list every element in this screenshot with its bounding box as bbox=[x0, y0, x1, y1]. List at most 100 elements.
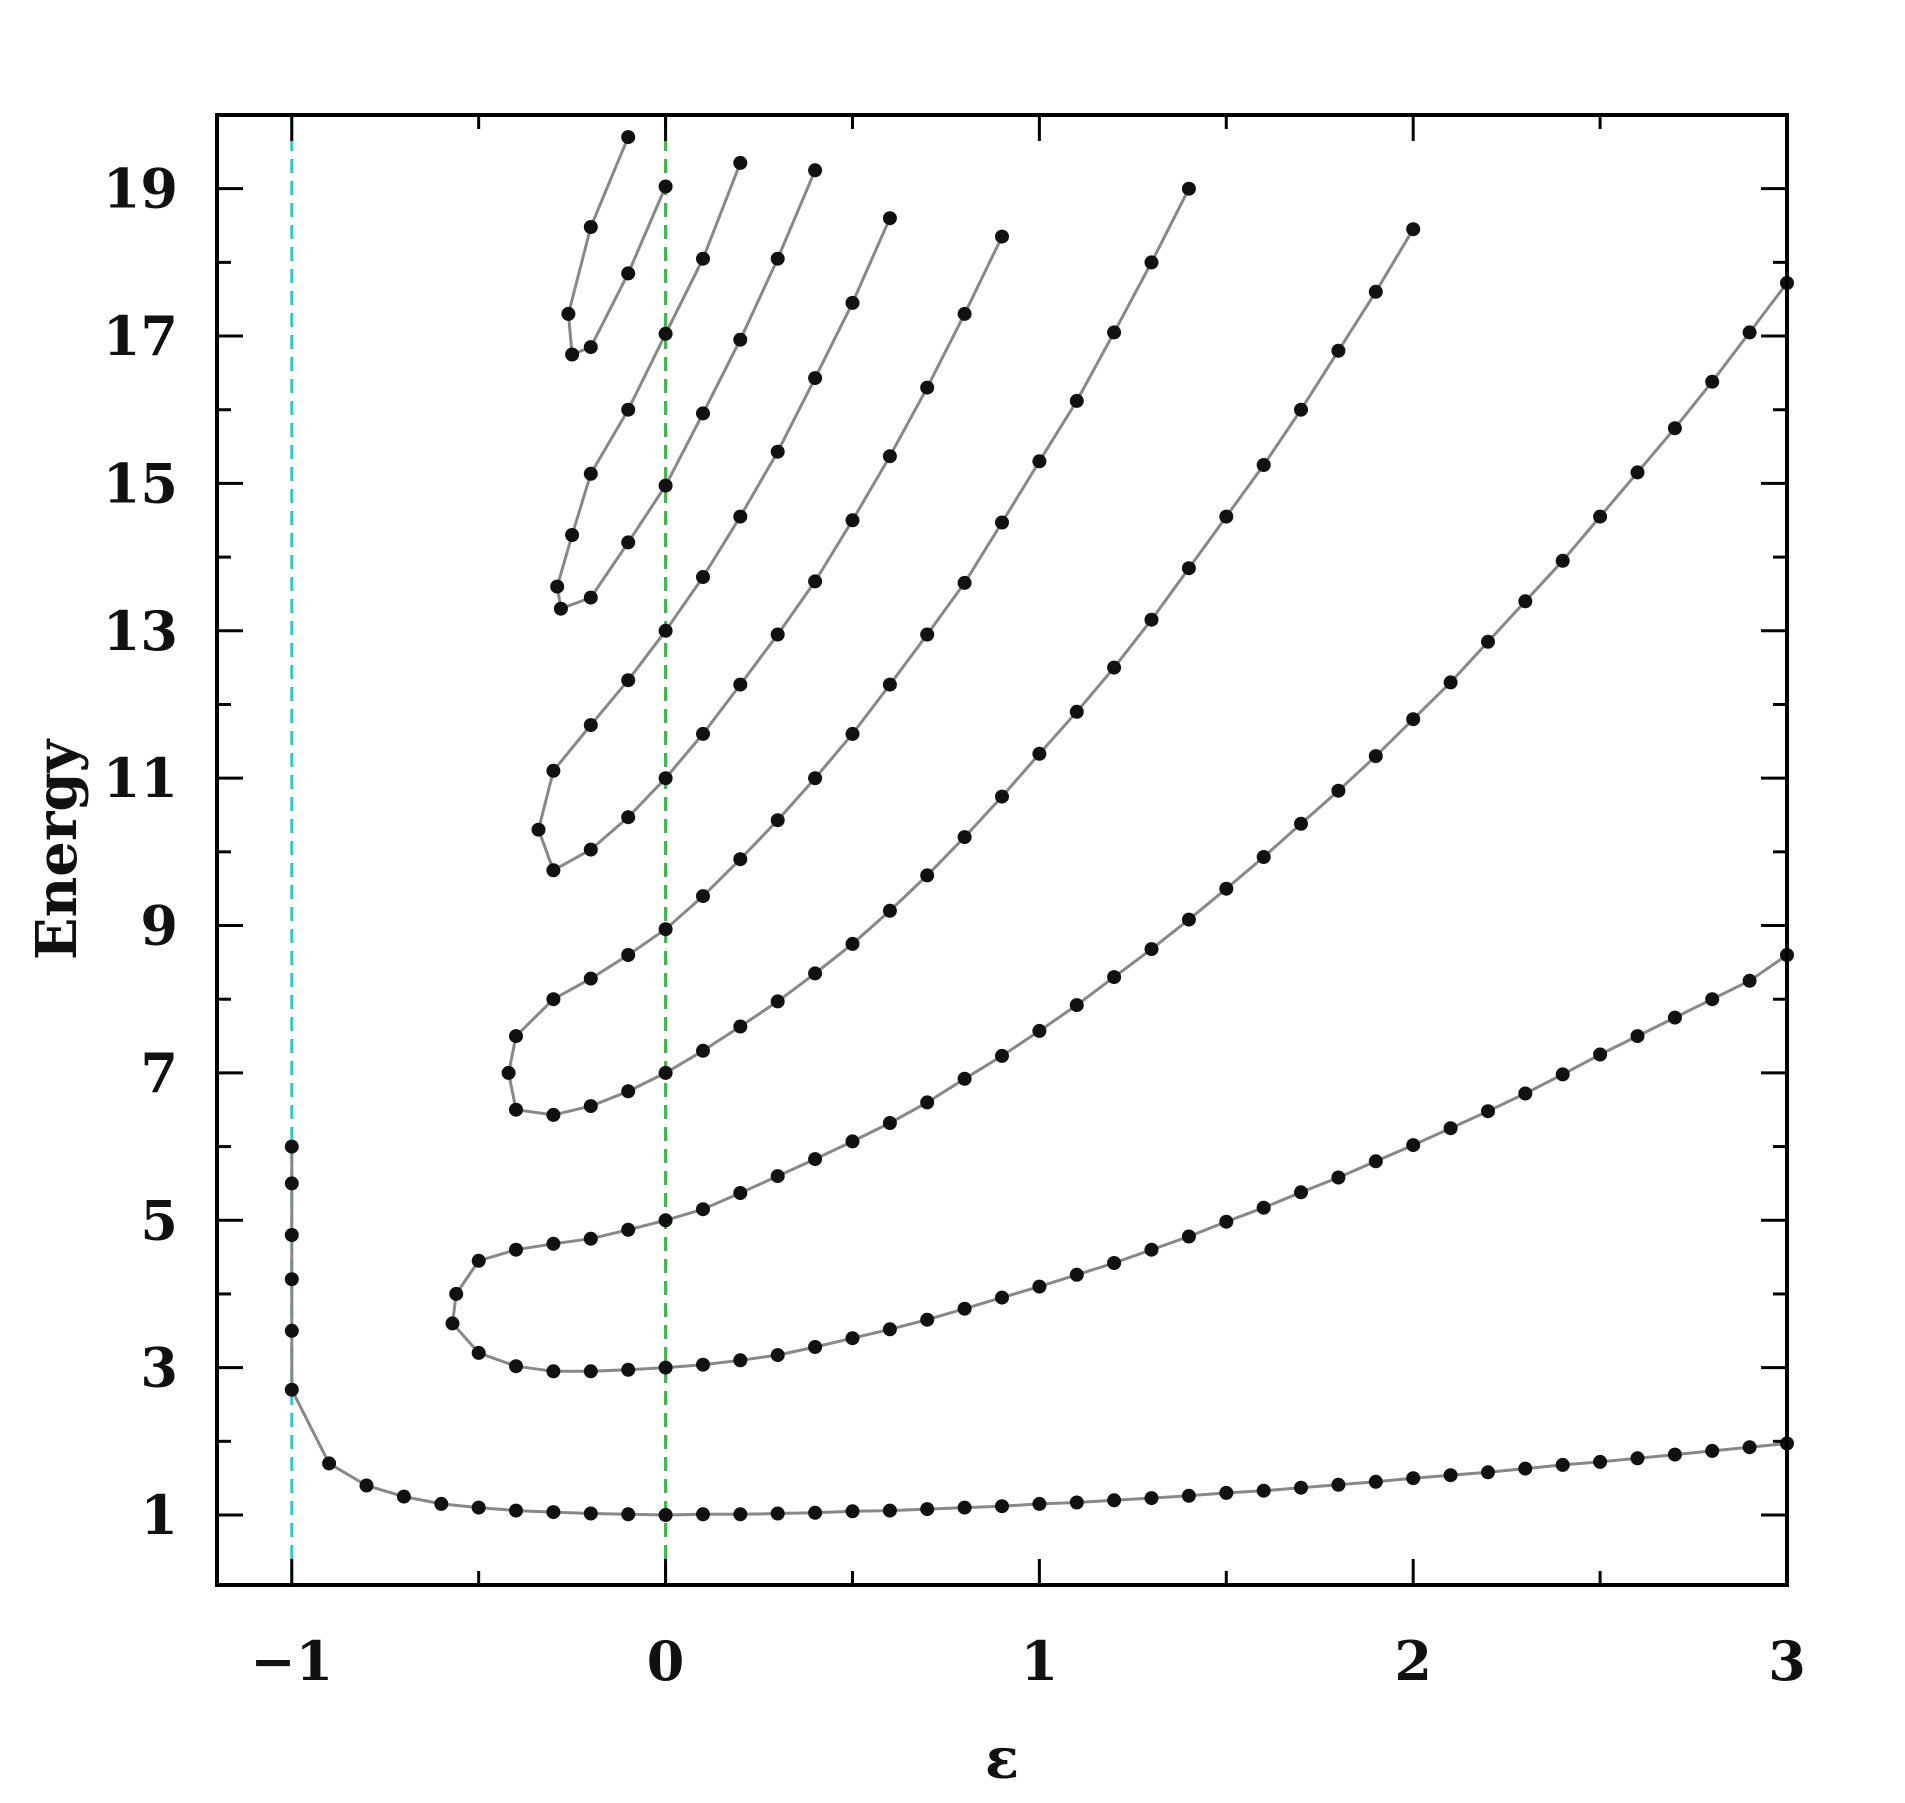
data-point bbox=[882, 1503, 897, 1518]
data-point bbox=[1181, 1488, 1196, 1503]
data-point bbox=[770, 1506, 785, 1521]
data-point bbox=[322, 1456, 337, 1471]
data-point bbox=[1481, 1465, 1495, 1480]
curve-5 bbox=[566, 136, 667, 356]
data-point bbox=[583, 340, 598, 355]
data-point bbox=[1742, 1440, 1757, 1455]
data-point bbox=[583, 1364, 598, 1379]
data-point bbox=[471, 1500, 486, 1515]
data-point bbox=[808, 1505, 823, 1520]
data-point bbox=[845, 1504, 860, 1519]
data-point bbox=[553, 601, 568, 616]
data-point bbox=[696, 1507, 710, 1522]
data-point bbox=[770, 444, 785, 459]
data-point bbox=[957, 830, 972, 845]
data-point bbox=[1630, 1029, 1645, 1044]
data-point bbox=[696, 1043, 710, 1058]
data-point bbox=[621, 1362, 636, 1377]
data-point bbox=[583, 842, 598, 857]
data-point bbox=[1107, 1493, 1122, 1508]
data-point bbox=[546, 1107, 561, 1122]
data-point bbox=[770, 627, 785, 642]
data-points bbox=[284, 130, 1794, 1522]
data-point bbox=[957, 306, 972, 321]
data-point bbox=[995, 1290, 1009, 1305]
data-point bbox=[509, 1242, 523, 1257]
data-point bbox=[621, 1507, 636, 1522]
data-point bbox=[449, 1286, 464, 1301]
data-point bbox=[621, 535, 636, 550]
data-point bbox=[1742, 325, 1757, 340]
data-point bbox=[1368, 284, 1383, 299]
data-point bbox=[1219, 509, 1234, 524]
data-point bbox=[696, 889, 710, 904]
data-point bbox=[471, 1345, 486, 1360]
data-point bbox=[284, 1176, 299, 1191]
data-point bbox=[1368, 1474, 1383, 1489]
data-point bbox=[1107, 325, 1122, 340]
data-point bbox=[920, 1502, 935, 1517]
data-point bbox=[1144, 612, 1159, 627]
data-point bbox=[1331, 783, 1346, 798]
data-point bbox=[733, 332, 748, 347]
x-tick-label: 1 bbox=[1021, 1629, 1059, 1693]
data-point bbox=[1667, 421, 1682, 436]
data-point bbox=[1219, 1485, 1234, 1500]
data-point bbox=[957, 1500, 972, 1515]
data-point bbox=[1032, 1023, 1047, 1038]
data-point bbox=[1181, 561, 1196, 576]
axis-ticks bbox=[217, 115, 1789, 1585]
data-point bbox=[509, 1102, 523, 1117]
data-point bbox=[621, 1222, 636, 1237]
data-point bbox=[1667, 1010, 1682, 1025]
data-point bbox=[359, 1478, 374, 1493]
data-point bbox=[434, 1496, 449, 1511]
data-point bbox=[920, 1095, 935, 1110]
y-tick-label: 13 bbox=[103, 599, 178, 663]
data-point bbox=[733, 509, 748, 524]
data-point bbox=[1069, 1495, 1084, 1510]
curve-2 bbox=[507, 188, 1415, 1117]
data-point bbox=[1331, 1477, 1346, 1492]
data-point bbox=[583, 1231, 598, 1246]
data-point bbox=[957, 1071, 972, 1086]
data-point bbox=[1069, 998, 1084, 1013]
data-point bbox=[1406, 1471, 1421, 1486]
data-point bbox=[882, 211, 897, 226]
data-point bbox=[509, 1029, 523, 1044]
data-point bbox=[1518, 1461, 1533, 1476]
y-tick-label: 9 bbox=[140, 894, 178, 958]
data-point bbox=[1481, 1104, 1495, 1119]
data-point bbox=[1368, 1154, 1383, 1169]
data-point bbox=[583, 590, 598, 605]
data-point bbox=[1256, 850, 1271, 864]
data-point bbox=[561, 306, 576, 321]
data-point bbox=[1443, 1468, 1458, 1483]
data-point bbox=[882, 1116, 897, 1130]
data-point bbox=[1518, 1086, 1533, 1101]
data-point bbox=[1555, 1067, 1570, 1082]
curve-0 bbox=[290, 1146, 1788, 1517]
data-point bbox=[1294, 1480, 1308, 1495]
y-tick-label: 7 bbox=[140, 1041, 178, 1105]
data-point bbox=[445, 1316, 460, 1331]
data-point bbox=[1406, 222, 1421, 237]
data-point bbox=[546, 1364, 561, 1379]
data-point bbox=[770, 813, 785, 828]
data-point bbox=[284, 1323, 299, 1338]
data-point bbox=[284, 1139, 299, 1154]
data-point bbox=[995, 789, 1009, 804]
data-point bbox=[1181, 912, 1196, 927]
data-point bbox=[1294, 1185, 1308, 1200]
data-point bbox=[696, 570, 710, 584]
data-point bbox=[1368, 749, 1383, 764]
data-point bbox=[1144, 255, 1159, 270]
data-point bbox=[733, 1186, 748, 1200]
data-point bbox=[882, 903, 897, 918]
y-tick-label: 1 bbox=[140, 1483, 178, 1547]
data-point bbox=[546, 863, 561, 878]
data-point bbox=[882, 449, 897, 464]
data-point bbox=[1331, 1170, 1346, 1185]
data-point bbox=[920, 1312, 935, 1327]
